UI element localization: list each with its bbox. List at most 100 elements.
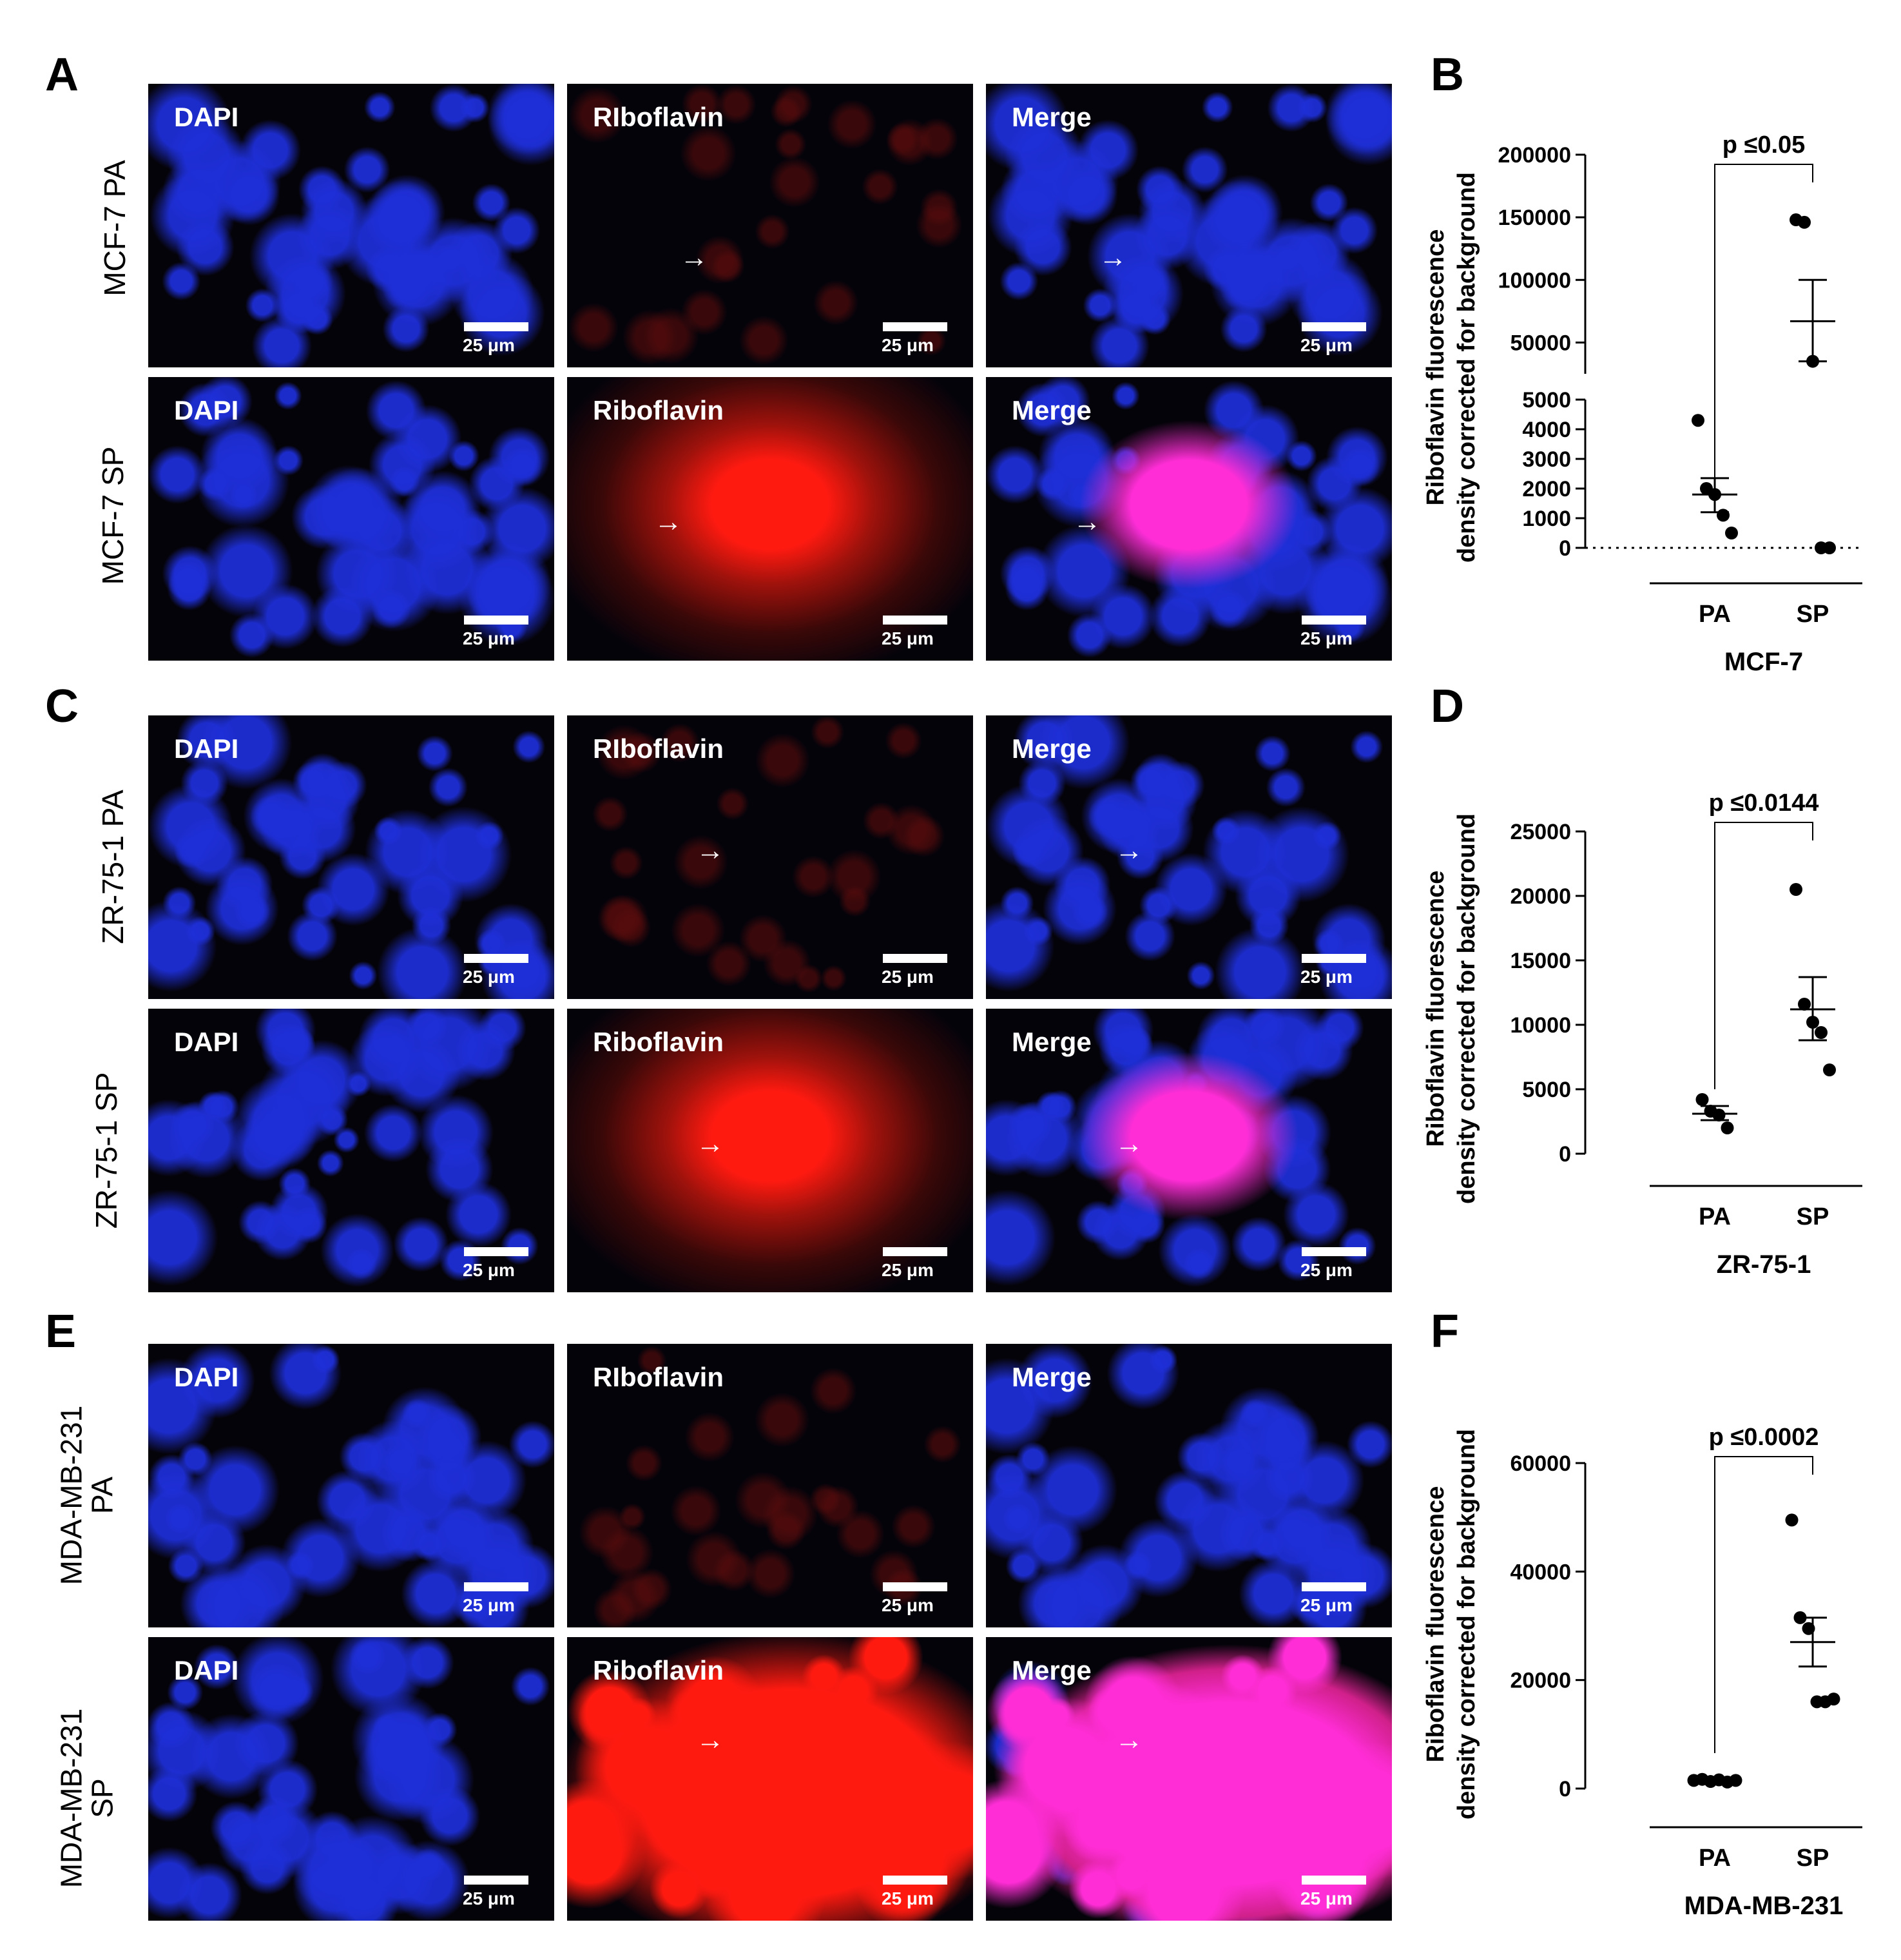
channel-label: Merge <box>1012 1027 1092 1057</box>
micrograph-image <box>986 84 1392 367</box>
micrograph-zr-pa-riboflavin: RIboflavin 25 μm → <box>567 715 973 999</box>
micrograph-mda-sp-riboflavin: Riboflavin 25 μm → <box>567 1637 973 1921</box>
scale-bar <box>1302 1876 1366 1885</box>
scale-bar <box>883 1247 947 1256</box>
channel-label: DAPI <box>174 1027 239 1057</box>
data-point <box>1827 1693 1840 1706</box>
y-tick-label: 20000 <box>1510 1669 1571 1693</box>
micrograph-image <box>148 1637 554 1921</box>
y-axis-label: density corrected for background <box>1453 813 1480 1204</box>
y-tick-label: 20000 <box>1510 884 1571 909</box>
scale-bar-label: 25 μm <box>1300 628 1353 648</box>
scale-bar-label: 25 μm <box>463 628 515 648</box>
channel-label: Merge <box>1012 395 1092 425</box>
micrograph-mcf7-sp-merge: Merge 25 μm → <box>986 377 1392 661</box>
scale-bar <box>1302 1582 1366 1591</box>
y-tick-label: 25000 <box>1510 820 1571 844</box>
micrograph-image <box>148 715 554 999</box>
scale-bar <box>883 616 947 625</box>
data-point <box>1695 1093 1709 1106</box>
y-tick-label: 60000 <box>1510 1451 1571 1476</box>
panel-letter-c: C <box>45 681 79 732</box>
micrograph-mda-pa-riboflavin: RIboflavin 25 μm <box>567 1344 973 1627</box>
arrow-marker-icon: → <box>696 1724 724 1756</box>
significance-bracket <box>1714 164 1813 509</box>
x-tick-label: SP <box>1797 1203 1829 1230</box>
scale-bar-label: 25 μm <box>882 1595 934 1615</box>
scale-bar-label: 25 μm <box>882 1888 934 1908</box>
y-axis-label: Riboflavin fluorescence <box>1422 871 1449 1147</box>
micrograph-image <box>148 84 554 367</box>
data-point <box>1815 1026 1828 1039</box>
micrograph-mcf7-pa-riboflavin: RIboflavin 25 μm → <box>567 84 973 367</box>
scale-bar <box>464 1876 528 1885</box>
micrograph-image <box>148 1344 554 1627</box>
scale-bar <box>883 322 947 331</box>
y-tick-label: 15000 <box>1510 949 1571 973</box>
channel-label: DAPI <box>174 1362 239 1392</box>
micrograph-zr-sp-merge: Merge 25 μm → <box>986 1009 1392 1292</box>
scale-bar-label: 25 μm <box>463 1260 515 1280</box>
micrograph-mda-pa-merge: Merge 25 μm <box>986 1344 1392 1627</box>
scale-bar-label: 25 μm <box>1300 1260 1353 1280</box>
arrow-marker-icon: → <box>1073 506 1101 538</box>
micrograph-mcf7-pa-merge: Merge 25 μm → <box>986 84 1392 367</box>
micrograph-zr-sp-riboflavin: Riboflavin 25 μm → <box>567 1009 973 1292</box>
p-value-label: p ≤0.05 <box>1722 131 1806 159</box>
scale-bar-label: 25 μm <box>463 335 515 355</box>
scale-bar <box>883 1876 947 1885</box>
scale-bar <box>464 1582 528 1591</box>
y-axis-label: density corrected for background <box>1453 1429 1480 1819</box>
row-label-mda-sp: MDA-MB-231 SP <box>54 1708 119 1888</box>
scale-bar <box>464 616 528 625</box>
row-label-zr-sp: ZR-75-1 SP <box>89 1072 123 1229</box>
y-axis-label: density corrected for background <box>1453 172 1480 563</box>
micrograph-zr-sp-dapi: DAPI 25 μm <box>148 1009 554 1292</box>
scale-bar-label: 25 μm <box>882 335 934 355</box>
micrograph-mcf7-pa-dapi: DAPI 25 μm <box>148 84 554 367</box>
channel-label: Merge <box>1012 733 1092 764</box>
x-axis-label: MDA-MB-231 <box>1684 1892 1844 1920</box>
micrograph-image <box>986 1344 1392 1627</box>
channel-label: Riboflavin <box>593 1027 724 1057</box>
y-tick-label: 5000 <box>1522 388 1571 412</box>
channel-label: RIboflavin <box>593 1362 724 1392</box>
scale-bar <box>464 1247 528 1256</box>
scale-bar <box>1302 616 1366 625</box>
y-tick-label: 4000 <box>1522 418 1571 442</box>
y-tick-label: 50000 <box>1510 331 1571 355</box>
x-tick-label: SP <box>1797 1845 1829 1872</box>
channel-label: RIboflavin <box>593 102 724 132</box>
row-label-zr-pa: ZR-75-1 PA <box>95 790 130 944</box>
scale-bar-label: 25 μm <box>1300 335 1353 355</box>
arrow-marker-icon: → <box>680 242 708 273</box>
micrograph-mcf7-sp-dapi: DAPI 25 μm <box>148 377 554 661</box>
scale-bar <box>1302 1247 1366 1256</box>
arrow-marker-icon: → <box>696 1128 724 1160</box>
chart-d-zr75: Riboflavin fluorescence density corrected… <box>1422 790 1862 1279</box>
data-point <box>1823 541 1836 554</box>
scale-bar <box>1302 954 1366 963</box>
arrow-marker-icon: → <box>1115 1128 1143 1160</box>
y-axis-label: Riboflavin fluorescence <box>1422 229 1449 506</box>
y-axis-label: Riboflavin fluorescence <box>1422 1486 1449 1763</box>
micrograph-mda-sp-merge: Merge 25 μm → <box>986 1637 1392 1921</box>
micrograph-image <box>567 1009 973 1292</box>
chart-b-mcf7: Riboflavin fluorescence density corrected… <box>1422 131 1862 676</box>
data-point <box>1823 1063 1836 1076</box>
chart-f-mda: Riboflavin fluorescence density corrected… <box>1422 1424 1862 1920</box>
y-tick-label: 150000 <box>1498 206 1571 230</box>
micrograph-image <box>986 715 1392 999</box>
y-tick-label: 5000 <box>1522 1078 1571 1102</box>
scale-bar <box>464 322 528 331</box>
micrograph-image <box>148 377 554 661</box>
panel-letter-e: E <box>45 1306 77 1357</box>
scale-bar-label: 25 μm <box>463 967 515 987</box>
micrograph-image <box>986 1009 1392 1292</box>
channel-label: DAPI <box>174 102 239 132</box>
channel-label: Merge <box>1012 1362 1092 1392</box>
micrograph-mda-sp-dapi: DAPI 25 μm <box>148 1637 554 1921</box>
p-value-label: p ≤0.0002 <box>1709 1424 1819 1451</box>
scale-bar-label: 25 μm <box>463 1595 515 1615</box>
y-tick-label: 2000 <box>1522 477 1571 501</box>
